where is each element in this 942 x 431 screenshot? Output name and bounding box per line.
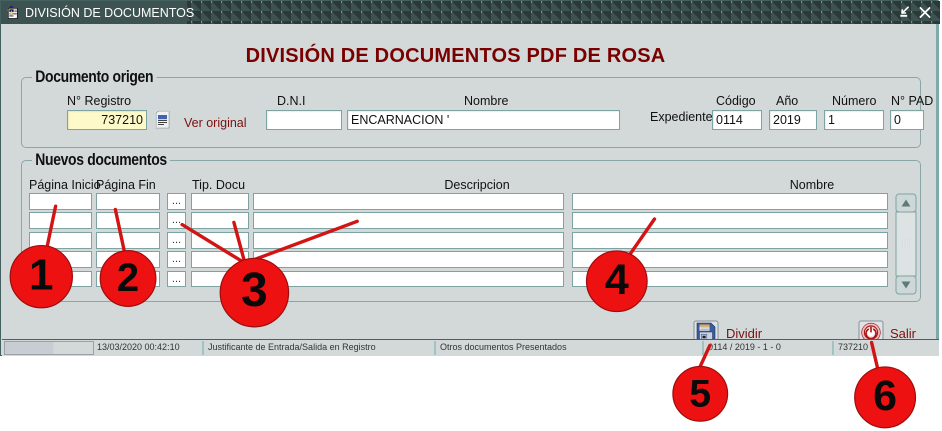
- svg-text:5: 5: [689, 373, 711, 416]
- svg-text:3: 3: [241, 264, 268, 317]
- svg-text:6: 6: [873, 372, 897, 420]
- svg-text:1: 1: [29, 251, 53, 300]
- svg-text:4: 4: [605, 256, 629, 304]
- svg-text:2: 2: [117, 256, 139, 300]
